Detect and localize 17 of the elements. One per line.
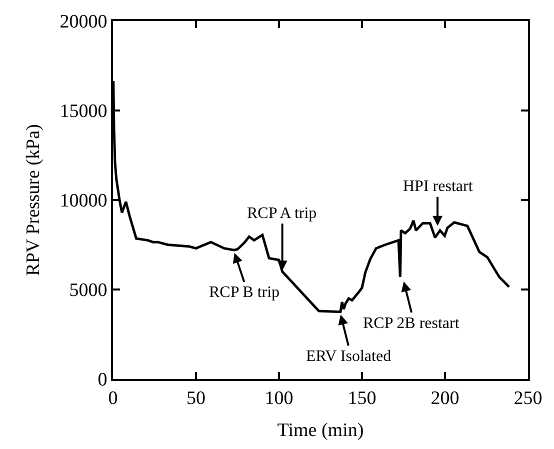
x-tick-label: 200 bbox=[430, 388, 460, 409]
x-tick-label: 250 bbox=[514, 388, 542, 409]
x-tick-label: 50 bbox=[186, 388, 206, 409]
y-tick-label: 5000 bbox=[69, 280, 108, 302]
y-axis-title: RPV Pressure (kPa) bbox=[23, 124, 44, 276]
x-tick-label: 100 bbox=[264, 388, 294, 409]
y-tick-label: 20000 bbox=[60, 12, 108, 33]
y-tick-label: 10000 bbox=[60, 190, 108, 212]
annotation: HPI restart bbox=[403, 178, 474, 195]
x-tick-label: 150 bbox=[348, 388, 376, 409]
annotation: RCP A trip bbox=[247, 205, 317, 222]
annotation: RCP B trip bbox=[209, 284, 280, 301]
annotation: RCP 2B restart bbox=[363, 315, 460, 332]
y-tick-label: 0 bbox=[98, 370, 108, 391]
annotation: ERV Isolated bbox=[306, 348, 392, 365]
y-tick-label: 15000 bbox=[60, 101, 108, 122]
x-axis-title: Time (min) bbox=[277, 420, 364, 442]
